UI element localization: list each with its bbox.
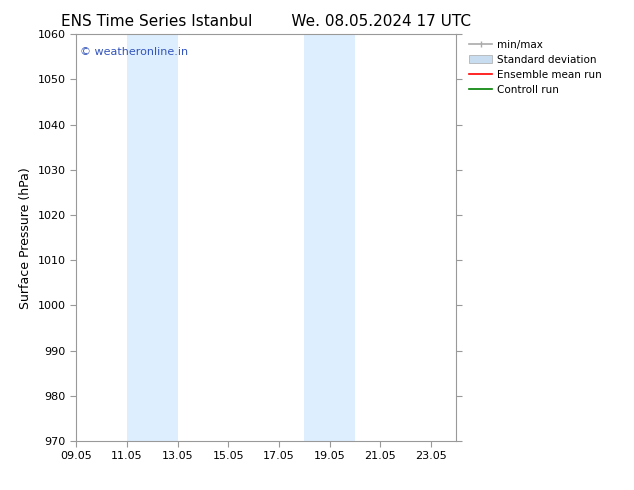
Bar <box>304 34 355 441</box>
Y-axis label: Surface Pressure (hPa): Surface Pressure (hPa) <box>19 167 32 309</box>
Legend: min/max, Standard deviation, Ensemble mean run, Controll run: min/max, Standard deviation, Ensemble me… <box>469 40 602 95</box>
Bar <box>127 34 178 441</box>
Text: © weatheronline.in: © weatheronline.in <box>80 47 188 56</box>
Title: ENS Time Series Istanbul        We. 08.05.2024 17 UTC: ENS Time Series Istanbul We. 08.05.2024 … <box>61 14 471 29</box>
